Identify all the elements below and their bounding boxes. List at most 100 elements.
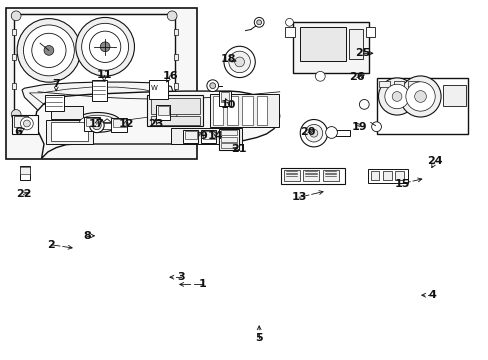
Circle shape: [20, 117, 33, 130]
Bar: [220, 130, 237, 135]
Text: 26: 26: [348, 72, 364, 82]
Circle shape: [23, 120, 30, 127]
Bar: [12, 29, 16, 35]
Text: 14: 14: [207, 131, 223, 141]
Text: 22: 22: [16, 189, 31, 199]
Circle shape: [371, 122, 381, 132]
Bar: [322, 170, 338, 181]
Text: 23: 23: [147, 119, 163, 129]
Text: 20: 20: [300, 127, 315, 138]
Bar: [382, 171, 391, 180]
Text: 5: 5: [255, 333, 263, 343]
Bar: [12, 54, 16, 60]
Polygon shape: [102, 119, 111, 122]
Text: 18: 18: [221, 54, 236, 64]
Circle shape: [305, 125, 322, 142]
Circle shape: [167, 11, 177, 21]
Circle shape: [224, 46, 255, 77]
Ellipse shape: [80, 115, 116, 130]
Bar: [51, 106, 83, 119]
Bar: [113, 119, 125, 127]
Bar: [281, 168, 344, 184]
Bar: [111, 118, 127, 132]
Bar: [348, 29, 362, 59]
Bar: [149, 80, 167, 99]
Circle shape: [209, 83, 215, 89]
Bar: [146, 95, 203, 126]
Text: 11: 11: [96, 70, 112, 80]
Bar: [367, 169, 407, 183]
Bar: [174, 83, 178, 89]
Text: 9: 9: [199, 131, 206, 141]
Bar: [12, 83, 16, 89]
Text: 19: 19: [351, 122, 366, 132]
Circle shape: [17, 19, 81, 82]
Bar: [51, 122, 88, 141]
Bar: [376, 78, 468, 134]
Text: 21: 21: [230, 144, 246, 154]
Text: 6: 6: [15, 127, 22, 138]
Circle shape: [254, 17, 264, 27]
Text: 13: 13: [291, 192, 306, 202]
Circle shape: [100, 42, 110, 52]
Bar: [203, 131, 214, 139]
Bar: [20, 167, 30, 174]
Bar: [219, 91, 230, 106]
Text: 12: 12: [118, 119, 134, 129]
Circle shape: [76, 18, 134, 76]
Circle shape: [23, 25, 74, 76]
Circle shape: [167, 109, 177, 120]
Bar: [171, 128, 242, 144]
Bar: [220, 92, 229, 102]
Bar: [150, 98, 199, 114]
Text: 2: 2: [47, 240, 55, 250]
Bar: [102, 123, 112, 129]
Bar: [174, 54, 178, 60]
Bar: [293, 22, 368, 73]
Circle shape: [256, 20, 261, 25]
Bar: [150, 116, 199, 125]
Bar: [184, 131, 196, 139]
Bar: [220, 143, 237, 148]
Bar: [407, 81, 418, 87]
Circle shape: [285, 18, 293, 26]
Bar: [156, 105, 170, 120]
Polygon shape: [22, 82, 173, 125]
Polygon shape: [35, 91, 279, 158]
Text: 24: 24: [427, 156, 442, 166]
Bar: [46, 120, 93, 144]
Circle shape: [81, 23, 128, 70]
Circle shape: [414, 91, 426, 102]
Ellipse shape: [75, 112, 121, 132]
Bar: [14, 116, 28, 127]
Circle shape: [405, 82, 434, 111]
Bar: [285, 27, 294, 37]
Circle shape: [228, 51, 250, 73]
Bar: [394, 171, 403, 180]
Circle shape: [89, 118, 104, 132]
Bar: [183, 130, 198, 143]
Circle shape: [325, 127, 337, 138]
Bar: [158, 106, 168, 115]
Circle shape: [309, 129, 317, 137]
Bar: [210, 94, 278, 127]
Text: W: W: [151, 85, 158, 91]
Circle shape: [384, 84, 408, 109]
Circle shape: [92, 121, 101, 130]
Circle shape: [300, 120, 327, 147]
Bar: [299, 27, 346, 61]
Bar: [201, 130, 216, 143]
Bar: [20, 166, 30, 180]
Circle shape: [391, 91, 401, 102]
Text: 8: 8: [83, 231, 91, 241]
Bar: [14, 14, 175, 118]
Text: 16: 16: [162, 71, 178, 81]
Bar: [227, 96, 238, 125]
Bar: [45, 95, 63, 111]
Text: 25: 25: [354, 48, 370, 58]
Circle shape: [315, 71, 325, 81]
Circle shape: [359, 99, 368, 109]
Circle shape: [44, 45, 54, 55]
Circle shape: [399, 76, 440, 117]
Circle shape: [234, 57, 244, 67]
